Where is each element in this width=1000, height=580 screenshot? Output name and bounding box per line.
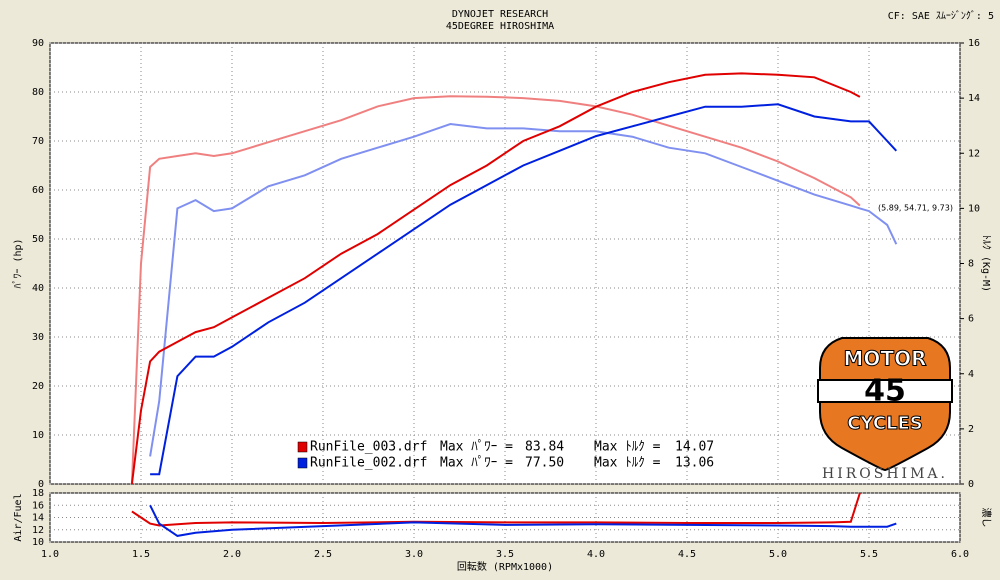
legend-torque-label: Max ﾄﾙｸ =	[594, 440, 661, 455]
y2-tick-label: 6	[968, 314, 974, 325]
x-axis-label: 回転数 (RPMx1000)	[457, 560, 553, 573]
y-tick-label: 12	[32, 525, 44, 536]
x-tick-label: 4.0	[587, 549, 605, 560]
legend-swatch	[297, 457, 308, 469]
series-line	[149, 504, 897, 537]
x-tick-label: 2.5	[314, 549, 332, 560]
legend-swatch	[297, 441, 308, 453]
legend-torque-value: 14.07	[675, 440, 714, 455]
legend-file: RunFile_002.drf	[310, 456, 427, 471]
x-tick-label: 2.0	[223, 549, 241, 560]
logo-bottom: CYCLES	[847, 413, 923, 434]
subtitle: 45DEGREE HIROSHIMA	[446, 21, 554, 32]
y-tick-label: 16	[32, 500, 44, 511]
series-line	[130, 72, 861, 485]
x-tick-label: 4.5	[678, 549, 696, 560]
logo-brand: HIROSHIMA.	[822, 466, 948, 482]
y-axis-label: ﾊﾟﾜｰ (hp)	[12, 238, 24, 288]
legend-power-label: Max ﾊﾟﾜｰ =	[440, 440, 513, 455]
y-tick-label: 0	[38, 479, 44, 490]
logo-center: 45	[864, 374, 906, 409]
legend-power-label: Max ﾊﾟﾜｰ =	[440, 456, 513, 471]
y-tick-label: 10	[32, 537, 44, 548]
y2-axis-label: ﾄﾙｸ (Kg-M)	[980, 235, 992, 292]
x-tick-label: 5.5	[860, 549, 878, 560]
series-line	[131, 492, 861, 527]
y-tick-label: 10	[32, 430, 44, 441]
legend-power-value: 83.84	[525, 440, 564, 455]
y-tick-label: 50	[32, 234, 44, 245]
y2-axis-label: 濃し	[980, 508, 993, 528]
legend-torque-value: 13.06	[675, 456, 714, 471]
y-tick-label: 30	[32, 332, 44, 343]
x-tick-label: 1.0	[41, 549, 59, 560]
y-tick-label: 40	[32, 283, 44, 294]
x-tick-label: 1.5	[132, 549, 150, 560]
y2-tick-label: 16	[968, 38, 980, 49]
y2-tick-label: 8	[968, 259, 974, 270]
annotation: (5.89, 54.71, 9.73)	[878, 204, 953, 213]
logo-top: MOTOR	[844, 347, 927, 371]
series-line	[149, 122, 898, 457]
y-tick-label: 20	[32, 381, 44, 392]
legend-power-value: 77.50	[525, 456, 564, 471]
y-axis-label: Air/Fuel	[13, 493, 24, 541]
series-line	[150, 103, 898, 476]
y-tick-label: 70	[32, 136, 44, 147]
y2-tick-label: 14	[968, 93, 980, 104]
legend-torque-label: Max ﾄﾙｸ =	[594, 456, 661, 471]
y2-tick-label: 2	[968, 424, 974, 435]
x-tick-label: 6.0	[951, 549, 969, 560]
y2-tick-label: 12	[968, 148, 980, 159]
logo-band	[817, 379, 953, 403]
y-tick-label: 90	[32, 38, 44, 49]
logo: MOTOR 45 CYCLES HIROSHIMA.	[817, 337, 953, 482]
y-tick-label: 80	[32, 87, 44, 98]
title: DYNOJET RESEARCH	[452, 9, 548, 20]
settings: CF: SAE ｽﾑｰｼﾞﾝｸﾞ: 5	[888, 10, 994, 22]
y-tick-label: 18	[32, 488, 44, 499]
y-tick-label: 14	[32, 513, 44, 524]
y2-tick-label: 4	[968, 369, 974, 380]
x-tick-label: 3.5	[496, 549, 514, 560]
y-tick-label: 60	[32, 185, 44, 196]
x-tick-label: 5.0	[769, 549, 787, 560]
x-tick-label: 3.0	[405, 549, 423, 560]
legend-file: RunFile_003.drf	[310, 440, 427, 455]
y2-tick-label: 10	[968, 203, 980, 214]
series-line	[130, 95, 861, 485]
y2-tick-label: 0	[968, 479, 974, 490]
